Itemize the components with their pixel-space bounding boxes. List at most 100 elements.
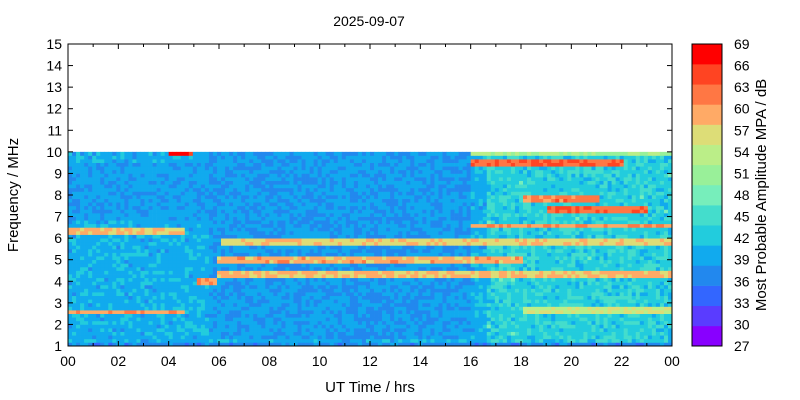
heatmap-cell — [627, 320, 633, 325]
heatmap-cell — [639, 252, 645, 257]
heatmap-cell — [587, 295, 592, 300]
heatmap-cell — [361, 313, 367, 318]
heatmap-cell — [192, 324, 198, 329]
heatmap-cell — [84, 328, 89, 332]
heatmap-cell — [237, 227, 242, 232]
heatmap-cell — [325, 313, 331, 318]
heatmap-cell — [587, 230, 592, 235]
heatmap-cell — [192, 270, 198, 275]
heatmap-cell — [349, 331, 355, 336]
heatmap-cell — [88, 266, 93, 271]
heatmap-cell — [523, 230, 528, 235]
heatmap-cell — [164, 281, 170, 286]
heatmap-cell — [76, 263, 81, 268]
heatmap-cell — [607, 256, 612, 261]
heatmap-cell — [502, 320, 508, 325]
heatmap-cell — [454, 245, 459, 250]
heatmap-cell — [88, 288, 93, 293]
heatmap-cell — [100, 238, 105, 243]
heatmap-cell — [76, 335, 81, 340]
heatmap-cell — [301, 259, 306, 264]
heatmap-cell — [474, 331, 480, 336]
heatmap-cell — [510, 306, 516, 311]
heatmap-cell — [559, 266, 564, 271]
heatmap-cell — [108, 320, 113, 325]
heatmap-cell — [518, 317, 524, 322]
heatmap-cell — [406, 277, 411, 282]
heatmap-cell — [229, 292, 234, 297]
heatmap-cell — [357, 238, 363, 243]
heatmap-cell — [543, 241, 548, 246]
heatmap-cell — [136, 338, 141, 343]
heatmap-cell — [651, 281, 657, 286]
heatmap-cell — [261, 338, 266, 343]
heatmap-cell — [148, 277, 153, 282]
heatmap-cell — [204, 270, 210, 275]
heatmap-cell — [410, 313, 415, 318]
heatmap-cell — [623, 284, 629, 289]
heatmap-cell — [84, 331, 89, 336]
heatmap-cell — [410, 317, 415, 322]
heatmap-cell — [233, 245, 238, 250]
heatmap-cell — [595, 277, 600, 282]
heatmap-cell — [229, 259, 234, 264]
heatmap-cell — [667, 281, 673, 286]
heatmap-cell — [627, 238, 633, 243]
heatmap-cell — [539, 292, 544, 297]
heatmap-cell — [112, 227, 117, 232]
heatmap-cell — [357, 270, 363, 275]
heatmap-cell — [100, 259, 105, 264]
heatmap-cell — [478, 281, 484, 286]
heatmap-cell — [233, 227, 238, 232]
heatmap-cell — [253, 234, 258, 239]
heatmap-cell — [510, 284, 516, 289]
heatmap-cell — [498, 256, 504, 261]
heatmap-cell — [192, 277, 198, 282]
heatmap-cell — [176, 281, 182, 286]
heatmap-cell — [418, 338, 423, 343]
heatmap-cell — [430, 238, 435, 243]
heatmap-cell — [245, 252, 250, 257]
heatmap-cell — [627, 227, 633, 232]
heatmap-cell — [386, 328, 391, 332]
heatmap-cell — [140, 241, 145, 246]
heatmap-cell — [539, 241, 544, 246]
heatmap-cell — [132, 310, 137, 314]
heatmap-cell — [398, 245, 403, 250]
heatmap-cell — [301, 292, 306, 297]
heatmap-cell — [543, 284, 548, 289]
heatmap-cell — [438, 245, 443, 250]
heatmap-cell — [527, 292, 532, 297]
heatmap-cell — [615, 295, 621, 300]
heatmap-cell — [370, 331, 375, 336]
heatmap-cell — [297, 230, 302, 235]
heatmap-cell — [196, 277, 202, 282]
heatmap-cell — [603, 238, 608, 243]
heatmap-cell — [180, 317, 186, 322]
heatmap-cell — [176, 263, 182, 268]
heatmap-cell — [305, 342, 310, 347]
heatmap-cell — [156, 342, 161, 347]
heatmap-cell — [647, 245, 653, 250]
heatmap-cell — [221, 302, 226, 307]
heatmap-cell — [563, 342, 568, 347]
heatmap-cell — [212, 259, 218, 264]
heatmap-cell — [647, 335, 653, 340]
heatmap-cell — [128, 266, 133, 271]
heatmap-cell — [253, 284, 258, 289]
heatmap-cell — [482, 306, 488, 311]
heatmap-cell — [462, 328, 467, 332]
heatmap-cell — [619, 248, 625, 253]
heatmap-cell — [651, 234, 657, 239]
heatmap-cell — [261, 241, 266, 246]
heatmap-cell — [422, 331, 427, 336]
heatmap-cell — [531, 288, 536, 293]
heatmap-cell — [655, 328, 661, 332]
heatmap-cell — [84, 266, 89, 271]
heatmap-cell — [305, 256, 310, 261]
heatmap-cell — [627, 263, 633, 268]
heatmap-cell — [623, 274, 629, 279]
heatmap-cell — [92, 263, 97, 268]
heatmap-cell — [265, 328, 270, 332]
heatmap-cell — [543, 234, 548, 239]
